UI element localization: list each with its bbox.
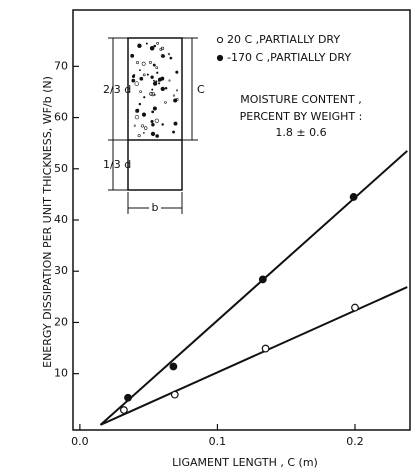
legend-label: -170 C ,PARTIALLY DRY [227, 51, 351, 64]
speckle [167, 52, 171, 56]
speckle [175, 70, 179, 74]
speckle [155, 66, 159, 70]
speckle [149, 45, 155, 51]
specimen [127, 37, 183, 191]
speckle [153, 44, 157, 48]
speckle [175, 98, 179, 101]
legend-marker [216, 54, 224, 62]
speckle [155, 134, 159, 138]
speckle [172, 94, 175, 97]
x-tick-label: 0.2 [346, 435, 364, 448]
speckle [139, 69, 141, 72]
speckle [141, 61, 146, 66]
y-tick-label: 40 [54, 213, 68, 226]
data-point [258, 275, 267, 284]
speckle [142, 73, 146, 77]
speckle [143, 96, 146, 99]
speckle [146, 73, 149, 76]
speckle [131, 74, 136, 78]
data-point [169, 362, 178, 371]
speckle [130, 53, 135, 58]
speckle [153, 79, 155, 82]
speckle [159, 47, 163, 51]
annotation: PERCENT BY WEIGHT : [240, 110, 363, 123]
speckle [150, 119, 154, 124]
speckle [139, 76, 144, 81]
data-point [261, 344, 270, 353]
speckle [150, 91, 156, 97]
speckle [134, 81, 140, 86]
y-tick-label: 30 [54, 264, 68, 277]
speckle [150, 131, 156, 136]
speckle [160, 53, 165, 58]
speckle [164, 87, 168, 90]
speckle [168, 79, 171, 82]
speckle [150, 75, 154, 79]
speckle [138, 102, 142, 106]
speckle [156, 41, 159, 45]
y-tick-label: 20 [54, 315, 68, 328]
speckle [152, 81, 158, 86]
y-tick-label: 60 [54, 111, 68, 124]
speckle [160, 86, 165, 92]
data-point [349, 193, 358, 201]
speckle [160, 76, 165, 81]
x-tick-label: 0.0 [71, 435, 89, 448]
data-point [351, 303, 359, 312]
speckle [161, 123, 164, 126]
inset-diagram [108, 37, 198, 214]
speckle [149, 91, 153, 96]
x-tick-label: 0.1 [209, 435, 227, 448]
inset-label: C [197, 83, 205, 96]
y-tick-label: 50 [54, 162, 68, 175]
annotation: 1.8 ± 0.6 [275, 126, 326, 139]
speckle [172, 130, 176, 134]
x-axis-label: LIGAMENT LENGTH , C (m) [172, 456, 318, 469]
speckle [133, 124, 136, 127]
legend-label: 20 C ,PARTIALLY DRY [227, 33, 340, 46]
speckle [151, 123, 155, 127]
inset-label: b [152, 201, 159, 214]
speckle [135, 108, 140, 113]
inset-label: 2/3 d [103, 83, 131, 96]
speckle [145, 42, 148, 45]
speckle [151, 110, 155, 114]
data-point [170, 390, 179, 399]
speckle [143, 126, 148, 130]
annotation: MOISTURE CONTENT , [240, 93, 361, 106]
data-point [119, 406, 128, 414]
speckle [134, 114, 140, 120]
speckle [148, 60, 152, 64]
speckle [138, 43, 141, 46]
data-point [124, 393, 132, 402]
speckle [140, 124, 145, 128]
speckle [137, 134, 141, 138]
speckles [130, 41, 179, 138]
y-axis-label: ENERGY DISSIPATION PER UNIT THICKNESS, W… [41, 76, 54, 368]
speckle [152, 63, 156, 67]
speckle [152, 106, 157, 111]
speckle [154, 118, 159, 123]
speckle [164, 101, 167, 104]
speckle [142, 131, 145, 134]
speckle [135, 60, 140, 65]
y-tick-label: 10 [54, 367, 68, 380]
speckle [131, 78, 136, 83]
speckle [158, 82, 161, 85]
legend-marker [216, 36, 224, 44]
label-backdrop [149, 201, 161, 215]
speckle [139, 90, 142, 93]
speckle [156, 71, 159, 74]
speckle [151, 88, 154, 91]
y-tick-label: 70 [54, 59, 68, 72]
speckle [141, 112, 147, 117]
speckle [173, 121, 178, 126]
speckle [176, 89, 179, 92]
speckle [169, 56, 173, 60]
inset-label: 1/3 d [103, 158, 131, 171]
